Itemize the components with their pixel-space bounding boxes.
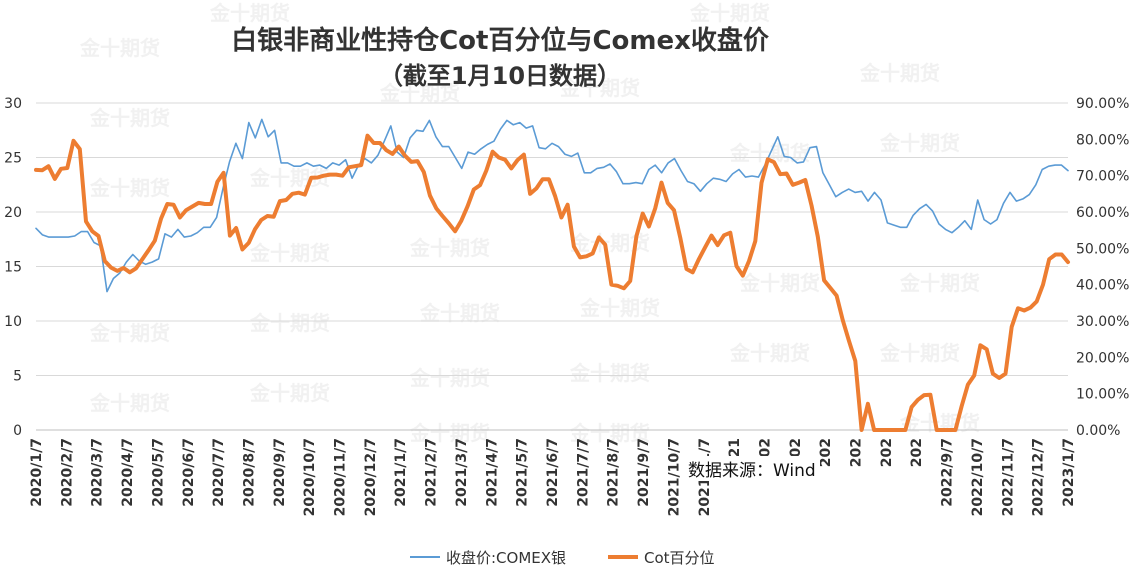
x-tick-label: 2022/11/7 [1000,438,1016,516]
watermark-text: 金十期货 [569,361,650,385]
x-tick-label: 2022/9/7 [940,438,956,507]
x-tick-label: 2021/5/7 [515,438,531,507]
watermark-text: 金十期货 [739,271,820,295]
x-tick-label: 2023/1/7 [1061,438,1077,507]
x-tick-label: 2021/10/7 [666,438,682,516]
x-tick-label: 202 [849,438,865,467]
y-left-tick-label: 20 [4,205,22,221]
y-left-tick-label: 15 [4,260,22,276]
legend-item-comex-silver: 收盘价:COMEX银 [410,546,566,568]
watermark-text: 金十期货 [249,241,330,265]
y-left-tick-label: 0 [13,423,22,439]
legend-swatch-comex-silver [410,556,440,558]
watermark-text: 金十期货 [569,421,650,445]
series-line-comex-silver [35,118,1069,293]
x-tick-label: 2021/2/7 [424,438,440,507]
watermark-text: 金十期货 [879,341,960,365]
watermark-text: 金十期货 [89,321,170,345]
y-right-tick-label: 70.00% [1076,169,1129,185]
y-left-tick-label: 30 [4,96,22,112]
x-tick-label: 2021/1/7 [393,438,409,507]
y-right-tick-label: 90.00% [1076,96,1129,112]
x-tick-label: 2020/8/7 [241,438,257,507]
watermark-text: 金十期货 [89,391,170,415]
x-tick-label: 2020/9/7 [272,438,288,507]
watermark-text: 金十期货 [859,61,940,85]
legend-swatch-cot-percentile [608,555,638,559]
x-tick-label: 2020/2/7 [59,438,75,507]
x-tick-label: 2020/12/7 [363,438,379,516]
watermark-text: 金十期货 [89,106,170,130]
watermark-text: 金十期货 [689,1,770,25]
y-right-tick-label: 10.00% [1076,387,1129,403]
watermark-text: 金十期货 [559,76,640,100]
chart-title: 白银非商业性持仓Cot百分位与Comex收盘价 [231,26,769,56]
y-right-tick-label: 0.00% [1076,423,1120,439]
x-tick-label: 2020/7/7 [211,438,227,507]
watermark-text: 金十期货 [89,176,170,200]
data-source-note: 数据来源：Wind [684,456,820,481]
watermark-text: 金十期货 [209,1,290,25]
watermark-text: 金十期货 [409,366,490,390]
x-tick-label: 2021/3/7 [454,438,470,507]
x-tick-label: 202 [818,438,834,467]
y-right-tick-label: 80.00% [1076,132,1129,148]
watermark-text: 金十期货 [879,131,960,155]
watermark-text: 金十期货 [79,36,160,60]
x-tick-label: 2021/4/7 [484,438,500,507]
watermark-text: 金十期货 [409,421,490,445]
y-left-tick-label: 25 [4,151,22,167]
y-left-tick-label: 5 [13,369,22,385]
series-line-cot-percentile [34,133,1070,432]
chart-subtitle: （截至1月10日数据） [378,62,622,90]
watermark-text: 金十期货 [409,236,490,260]
x-axis: 2020/1/7 2020/2/7 2020/3/7 2020/4/7 2020/5/7… [29,438,1077,516]
x-tick-label: 2022/12/7 [1031,438,1047,516]
y-right-tick-label: 40.00% [1076,278,1129,294]
y-left-tick-label: 10 [4,314,22,330]
x-tick-label: 202 [909,438,925,467]
y-axis-right: 0.00% 10.00% 20.00% 30.00% 40.00% 50.00% 60.00… [1076,96,1129,439]
x-tick-label: 2020/1/7 [29,438,45,507]
x-tick-label: 202 [879,438,895,467]
y-right-tick-label: 20.00% [1076,350,1129,366]
legend-item-cot-percentile: Cot百分位 [608,546,715,568]
x-tick-label: 2021/6/7 [545,438,561,507]
x-tick-label: 2020/11/7 [333,438,349,516]
x-tick-label: 2022/10/7 [970,438,986,516]
y-right-tick-label: 60.00% [1076,205,1129,221]
legend-label-comex-silver: 收盘价:COMEX银 [446,548,567,567]
watermark-text: 金十期货 [249,381,330,405]
x-tick-label: 2020/10/7 [302,438,318,516]
watermark-text: 金十期货 [249,311,330,335]
x-tick-label: 2020/3/7 [90,438,106,507]
x-tick-label: 2021/9/7 [636,438,652,507]
watermark-text: 金十期货 [379,81,460,105]
y-right-tick-label: 30.00% [1076,314,1129,330]
y-right-tick-label: 50.00% [1076,241,1129,257]
x-tick-label: 2021/8/7 [606,438,622,507]
watermark-text: 金十期货 [899,271,980,295]
series-layer [34,118,1070,432]
watermark-text: 金十期货 [579,296,660,320]
x-tick-label: 2020/6/7 [181,438,197,507]
watermark-text: 金十期货 [729,341,810,365]
x-tick-label: 2020/5/7 [150,438,166,507]
legend-label-cot-percentile: Cot百分位 [644,548,715,567]
x-tick-label: 2020/4/7 [120,438,136,507]
x-tick-label: 2021/7/7 [575,438,591,507]
y-axis-left: 0 5 10 15 20 25 30 [4,96,22,439]
